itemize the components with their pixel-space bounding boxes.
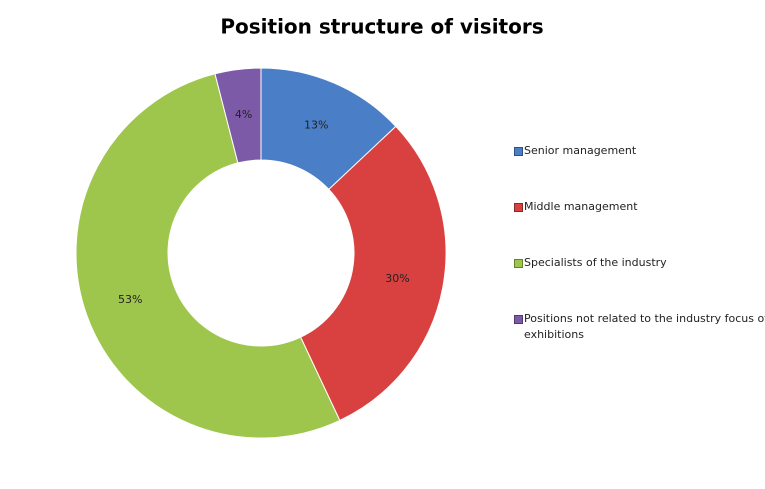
donut-segment — [214, 67, 262, 164]
legend-item: Middle management — [514, 199, 765, 215]
donut-segment — [75, 73, 341, 439]
legend-label: Positions not related to the industry fo… — [524, 312, 765, 341]
legend-label: Senior management — [524, 144, 637, 157]
legend-item: Specialists of the industry — [514, 255, 765, 271]
legend-swatch — [514, 315, 523, 324]
legend-swatch — [514, 203, 523, 212]
donut-segment — [299, 125, 447, 422]
data-label: 53% — [118, 293, 142, 306]
legend-item: Senior management — [514, 143, 765, 159]
data-label: 13% — [304, 118, 328, 131]
legend-label: Specialists of the industry — [524, 256, 667, 269]
legend-label: Middle management — [524, 200, 638, 213]
legend-swatch — [514, 147, 523, 156]
data-label: 4% — [235, 108, 252, 121]
chart-title: Position structure of visitors — [220, 15, 543, 39]
legend-item: Positions not related to the industry fo… — [514, 311, 765, 343]
data-label: 30% — [385, 272, 409, 285]
legend-swatch — [514, 259, 523, 268]
